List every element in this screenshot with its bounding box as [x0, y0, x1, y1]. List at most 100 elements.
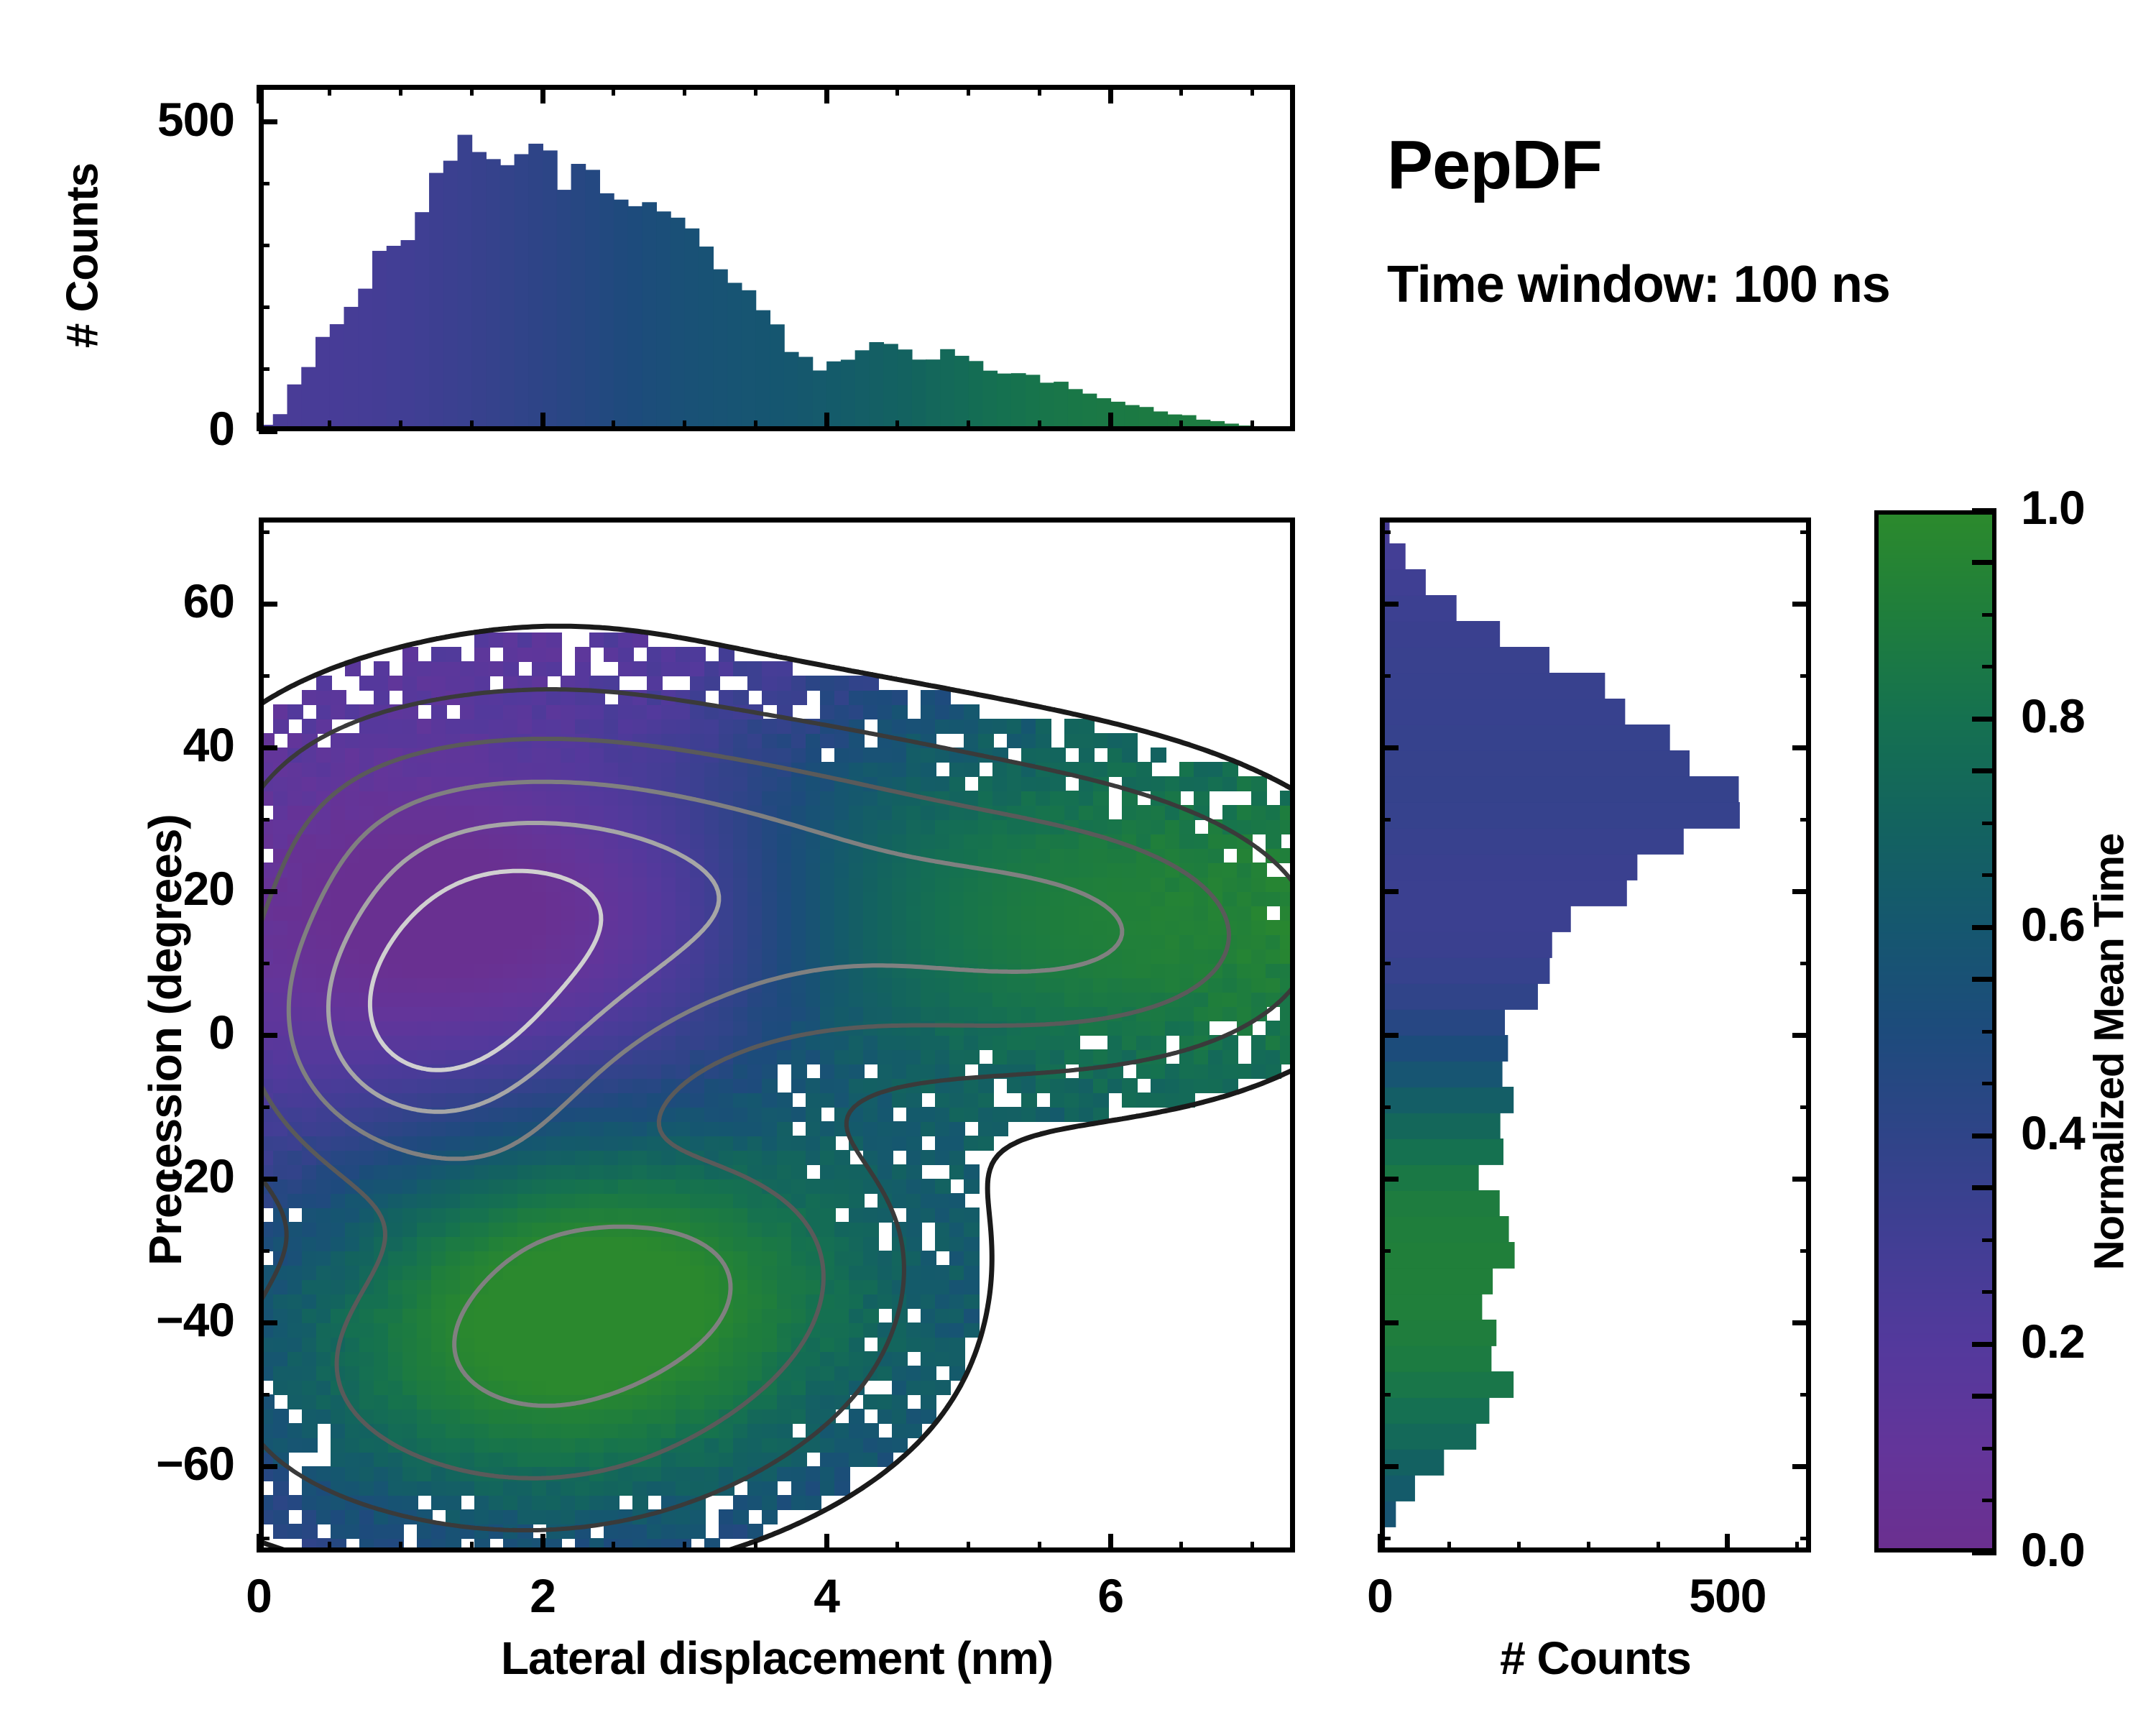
righthist-ytick-left — [1380, 1249, 1391, 1253]
top-axes-spine-bottom — [259, 426, 1295, 431]
main-axes-spine-right — [1290, 518, 1295, 1552]
main-xtick-minor — [399, 1542, 402, 1552]
main-xtick-minor — [328, 1542, 331, 1552]
colorbar-tick — [1982, 1499, 1996, 1502]
cbar-spine-top — [1874, 510, 1996, 515]
colorbar-tick — [1972, 977, 1996, 982]
main-xtick-minor — [257, 1534, 262, 1552]
righthist-ytick-right — [1792, 602, 1811, 607]
main-xtick-minor — [967, 1542, 970, 1552]
tophist-xtick-bottom — [824, 413, 829, 431]
colorbar-axes — [1874, 510, 1996, 1552]
tophist-ytick — [259, 119, 277, 124]
tophist-xtick-top — [1108, 85, 1113, 104]
colorbar-tick — [1982, 1238, 1996, 1242]
main-ytick-minor — [259, 674, 270, 678]
main-ytick-minor — [259, 1249, 270, 1253]
righthist-xtick-label: 0 — [1367, 1569, 1393, 1622]
colorbar-tick — [1982, 1447, 1996, 1450]
main-ytick-label: 60 — [183, 574, 235, 627]
main-xtick-label: 6 — [1097, 1569, 1124, 1622]
righthist-ytick-right — [1792, 1464, 1811, 1469]
cbar-spine-left — [1874, 510, 1879, 1552]
righthist-ytick-right — [1800, 1249, 1811, 1253]
colorbar-tick — [1972, 717, 1996, 722]
colorbar-tick — [1972, 768, 1996, 773]
main-xtick-minor — [824, 1534, 829, 1552]
tophist-xtick-top — [967, 85, 970, 96]
tophist-xtick-bottom — [399, 420, 402, 431]
righthist-xtick — [1795, 1542, 1799, 1552]
main-heatmap-axes — [259, 518, 1295, 1552]
page-subtitle: Time window: 100 ns — [1387, 256, 1891, 313]
main-xtick-minor — [754, 1542, 757, 1552]
righthist-xtick — [1725, 1534, 1730, 1552]
tophist-ytick — [259, 429, 277, 434]
main-xtick-minor — [1038, 1542, 1041, 1552]
tophist-xtick-top — [1250, 85, 1254, 96]
righthist-xtick — [1447, 1542, 1451, 1552]
main-ytick-minor — [259, 602, 277, 607]
tophist-xtick-top — [895, 85, 899, 96]
tophist-xtick-bottom — [1179, 420, 1183, 431]
main-ytick-minor — [259, 745, 277, 750]
colorbar-tick — [1972, 1342, 1996, 1347]
main-ytick-minor — [259, 1464, 277, 1469]
main-xtick-minor — [1108, 1534, 1113, 1552]
tophist-xtick-top — [612, 85, 615, 96]
colorbar-tick-label: 0.2 — [2021, 1315, 2086, 1368]
main-ytick-minor — [259, 1537, 270, 1540]
righthist-ytick-right — [1800, 1537, 1811, 1540]
colorbar-gradient — [1874, 510, 1996, 1552]
tophist-xtick-top — [328, 85, 331, 96]
righthist-ytick-left — [1380, 889, 1399, 894]
colorbar-tick-label: 0.6 — [2021, 898, 2086, 951]
tophist-xtick-bottom — [612, 420, 615, 431]
tophist-ytick — [259, 182, 270, 185]
colorbar-tick — [1972, 560, 1996, 565]
colorbar-tick-label: 0.8 — [2021, 689, 2086, 742]
tophist-xtick-bottom — [328, 420, 331, 431]
tophist-ytick-label: 500 — [157, 92, 235, 146]
right-histogram-xlabel: # Counts — [1500, 1632, 1692, 1684]
righthist-xtick-label: 500 — [1689, 1569, 1766, 1622]
page-title: PepDF — [1387, 126, 1603, 203]
top-axes-spine-right — [1290, 85, 1295, 431]
colorbar-tick — [1982, 873, 1996, 877]
top-histogram-canvas — [259, 85, 1295, 431]
main-xtick-label: 4 — [814, 1569, 840, 1622]
main-xtick-label: 0 — [246, 1569, 272, 1622]
main-xtick-minor — [612, 1542, 615, 1552]
tophist-xtick-bottom — [895, 420, 899, 431]
main-xtick-minor — [470, 1542, 474, 1552]
righthist-ytick-right — [1792, 745, 1811, 750]
righthist-ytick-right — [1800, 674, 1811, 678]
top-axes-spine-left — [259, 85, 264, 431]
righthist-ytick-left — [1380, 1177, 1399, 1182]
main-xtick-minor — [1179, 1542, 1183, 1552]
righthist-ytick-left — [1380, 1320, 1399, 1325]
main-axes-spine-top — [259, 518, 1295, 523]
righthist-ytick-right — [1792, 1033, 1811, 1038]
righthist-xtick — [1378, 1534, 1383, 1552]
colorbar-tick — [1972, 1394, 1996, 1399]
colorbar-tick — [1972, 1133, 1996, 1138]
main-ytick-label: −40 — [156, 1293, 235, 1346]
tophist-xtick-top — [1038, 85, 1041, 96]
tophist-xtick-bottom — [257, 413, 262, 431]
top-axes-spine-top — [259, 85, 1295, 90]
righthist-xtick — [1517, 1542, 1521, 1552]
tophist-xtick-top — [540, 85, 545, 104]
tophist-xtick-bottom — [967, 420, 970, 431]
main-ytick-label: 0 — [208, 1006, 235, 1059]
main-xtick-minor — [683, 1542, 686, 1552]
tophist-xtick-bottom — [1108, 413, 1113, 431]
tophist-xtick-bottom — [540, 413, 545, 431]
right-axes-spine-bottom — [1380, 1547, 1811, 1552]
tophist-xtick-top — [257, 85, 262, 104]
righthist-ytick-left — [1380, 818, 1391, 822]
righthist-ytick-left — [1380, 1464, 1399, 1469]
main-ytick-label: −20 — [156, 1149, 235, 1202]
main-ytick-minor — [259, 1177, 277, 1182]
